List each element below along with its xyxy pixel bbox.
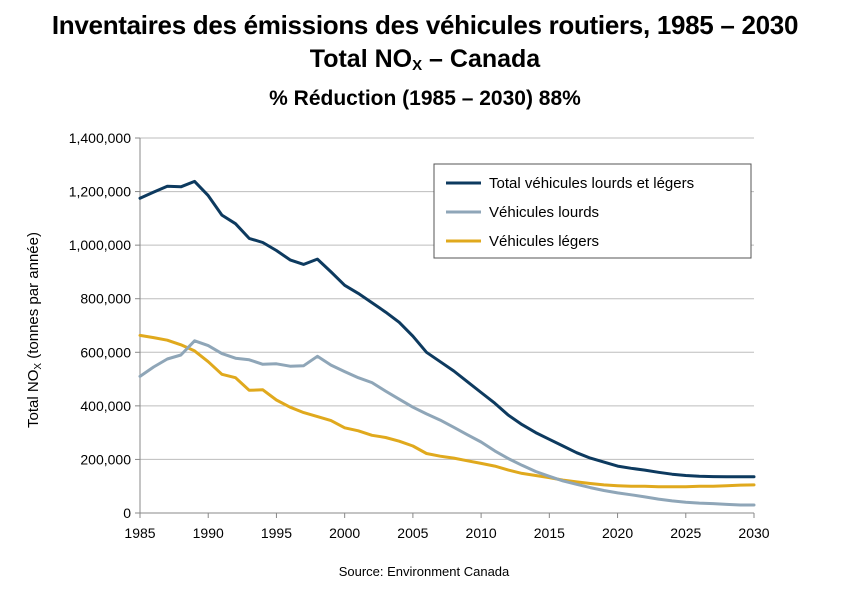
y-tick-label: 0 bbox=[123, 505, 131, 521]
y-tick-label: 600,000 bbox=[80, 344, 131, 360]
x-tick-label: 2015 bbox=[534, 525, 565, 541]
y-axis-label: Total NOX (tonnes par année) bbox=[25, 232, 44, 428]
series-lines bbox=[138, 179, 756, 507]
y-tick-label: 400,000 bbox=[80, 398, 131, 414]
chart-subtitle: % Réduction (1985 – 2030) 88% bbox=[269, 87, 581, 110]
x-tick-label: 2030 bbox=[738, 525, 769, 541]
y-tick-label: 1,000,000 bbox=[69, 237, 131, 253]
y-tick-label: 200,000 bbox=[80, 451, 131, 467]
legend-box bbox=[433, 163, 752, 259]
y-tick-label: 1,200,000 bbox=[69, 184, 131, 200]
x-tick-label: 2000 bbox=[329, 525, 360, 541]
legend-label: Total véhicules lourds et légers bbox=[489, 175, 694, 192]
x-tick-label: 2005 bbox=[397, 525, 428, 541]
legend-label: Véhicules légers bbox=[489, 233, 599, 250]
y-tick-label: 1,400,000 bbox=[69, 130, 131, 146]
y-tick-label: 800,000 bbox=[80, 291, 131, 307]
y-axis-label-suffix: (tonnes par année) bbox=[25, 232, 42, 363]
title-line2-sub: X bbox=[412, 57, 423, 74]
title-line2-prefix: Total NO bbox=[309, 45, 413, 73]
legend: Total véhicules lourds et légers Véhicule… bbox=[433, 163, 752, 259]
x-tick-label: 2025 bbox=[670, 525, 701, 541]
legend-label: Véhicules lourds bbox=[489, 204, 599, 221]
x-tick-label: 1985 bbox=[124, 525, 155, 541]
series-line-2 bbox=[138, 339, 756, 507]
x-tick-labels: 1985 1990 1995 2000 2005 2010 2015 2020 2025 2030 bbox=[124, 525, 769, 541]
source-note: Source: Environment Canada bbox=[339, 564, 510, 579]
x-tick-label: 2020 bbox=[602, 525, 633, 541]
series-line-3 bbox=[138, 333, 756, 489]
title-line2-suffix: – Canada bbox=[422, 45, 541, 73]
x-tick-label: 1995 bbox=[261, 525, 292, 541]
axes bbox=[139, 138, 755, 518]
y-tick-labels: 0 200,000 400,000 600,000 800,000 1,000,000 1,… bbox=[69, 130, 132, 521]
chart-title-block: Inventaires des émissions des véhicules … bbox=[0, 8, 850, 115]
series-line-1 bbox=[138, 179, 756, 479]
chart-title: Inventaires des émissions des véhicules … bbox=[51, 10, 799, 40]
y-axis-label-sub: X bbox=[33, 363, 44, 370]
x-tick-label: 1990 bbox=[193, 525, 224, 541]
y-axis-label-prefix: Total NO bbox=[25, 370, 42, 428]
chart-title-line2: Total NOX – Canada bbox=[0, 42, 850, 83]
x-tick-label: 2010 bbox=[466, 525, 497, 541]
